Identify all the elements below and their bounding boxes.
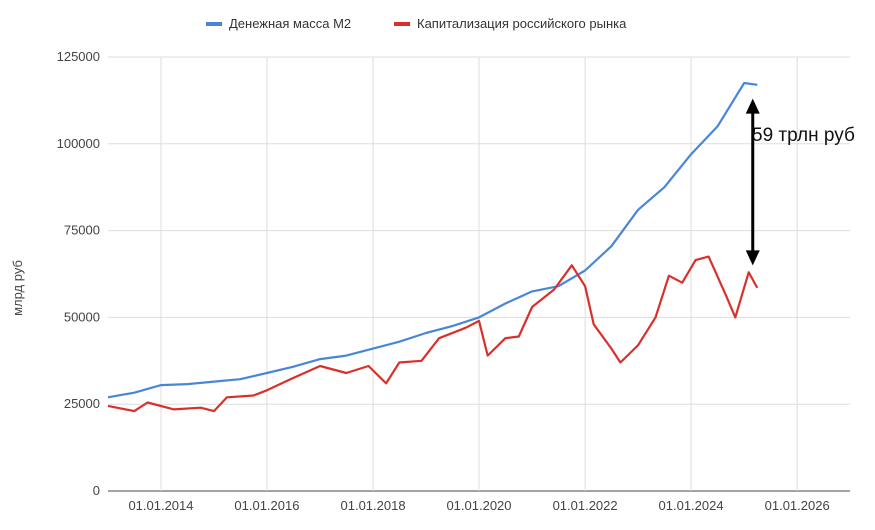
y-tick-label: 75000: [64, 223, 100, 238]
gridlines: [108, 56, 850, 492]
x-tick-labels: 01.01.2014 01.01.2016 01.01.2018 01.01.2020…: [128, 498, 829, 513]
series-line-capitalization: [107, 255, 759, 413]
legend-label-cap: Капитализация российского рынка: [417, 16, 627, 31]
x-tick-label: 01.01.2014: [128, 498, 193, 513]
x-tick-label: 01.01.2026: [765, 498, 830, 513]
x-tick-label: 01.01.2024: [659, 498, 724, 513]
x-tick-label: 01.01.2022: [553, 498, 618, 513]
annotation: 59 трлн руб: [745, 98, 855, 266]
series-lines: [107, 81, 759, 413]
x-tick-label: 01.01.2018: [341, 498, 406, 513]
series-line-m2: [107, 81, 758, 399]
annotation-label: 59 трлн руб: [752, 125, 855, 146]
y-tick-label: 25000: [64, 396, 100, 411]
legend: Денежная масса М2 Капитализация российск…: [206, 16, 627, 31]
y-tick-label: 0: [93, 483, 100, 498]
y-tick-label: 125000: [57, 49, 100, 64]
y-axis-label: млрд руб: [10, 260, 25, 316]
y-tick-labels: 0 25000 50000 75000 100000 125000: [57, 49, 100, 498]
x-tick-label: 01.01.2016: [234, 498, 299, 513]
y-tick-label: 50000: [64, 309, 100, 324]
y-tick-label: 100000: [57, 136, 100, 151]
x-tick-label: 01.01.2020: [446, 498, 511, 513]
annotation-arrowhead-down: [745, 250, 760, 266]
legend-label-m2: Денежная масса М2: [229, 16, 351, 31]
annotation-arrowhead-up: [745, 98, 760, 114]
